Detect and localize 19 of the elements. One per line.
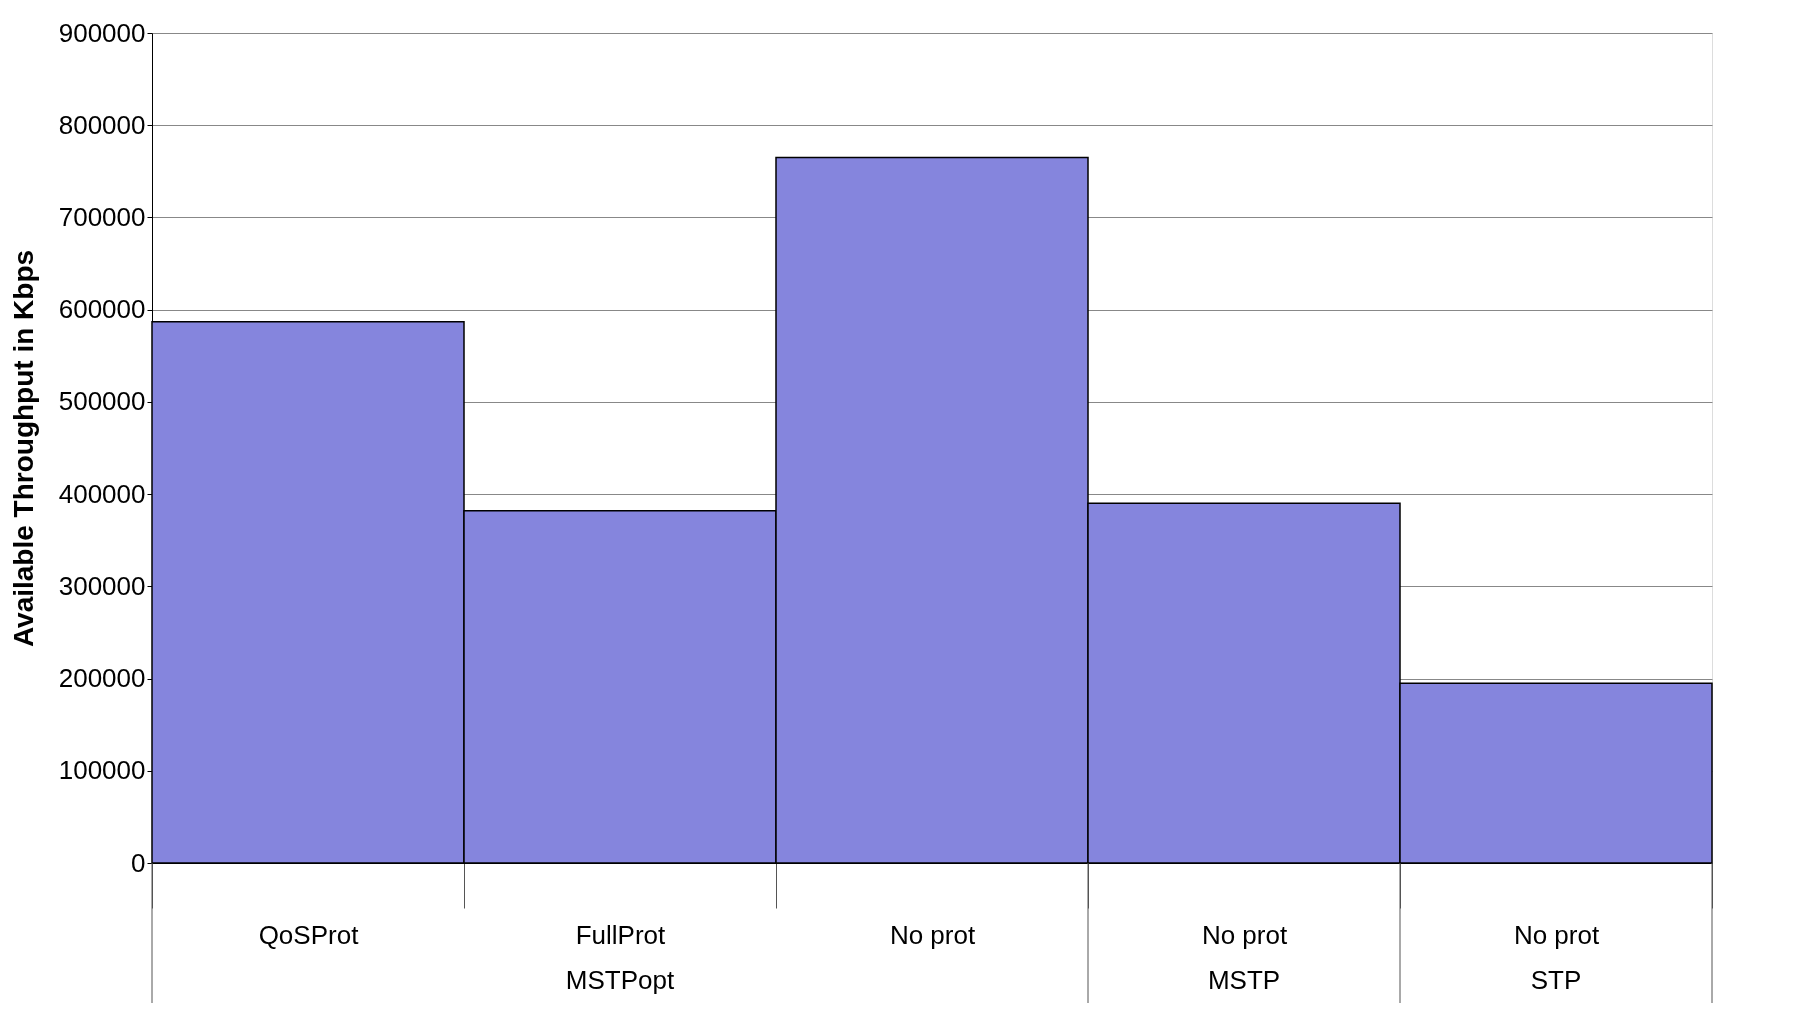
y-tick-label: 200000 — [58, 663, 146, 694]
x-tick-label: FullProt — [575, 919, 667, 950]
y-tick-label: 500000 — [58, 386, 146, 417]
y-tick-label: 300000 — [58, 570, 146, 601]
x-tick-label: No prot — [889, 919, 976, 950]
y-tick-label: 700000 — [58, 201, 146, 232]
y-axis-title: Available Throughput in Kbps — [7, 249, 39, 648]
x-tick-label: No prot — [1201, 919, 1288, 950]
x-tick-label: No prot — [1513, 919, 1600, 950]
y-tick-label: 800000 — [58, 109, 146, 140]
text: MSTPopt — [565, 965, 675, 995]
y-tick-label: 400000 — [58, 478, 146, 509]
text: MSTP — [1207, 965, 1281, 995]
y-tick-label: 0 — [131, 847, 146, 878]
x-tick-label: QoSProt — [258, 919, 360, 950]
y-tick-label: 100000 — [58, 755, 146, 786]
y-tick-label: 600000 — [58, 294, 146, 325]
y-tick-label: 900000 — [58, 17, 146, 48]
text: STP — [1530, 965, 1582, 995]
